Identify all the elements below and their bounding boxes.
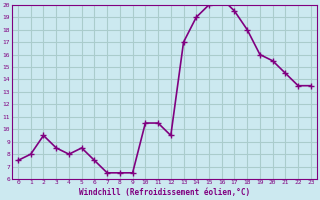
X-axis label: Windchill (Refroidissement éolien,°C): Windchill (Refroidissement éolien,°C) <box>79 188 250 197</box>
